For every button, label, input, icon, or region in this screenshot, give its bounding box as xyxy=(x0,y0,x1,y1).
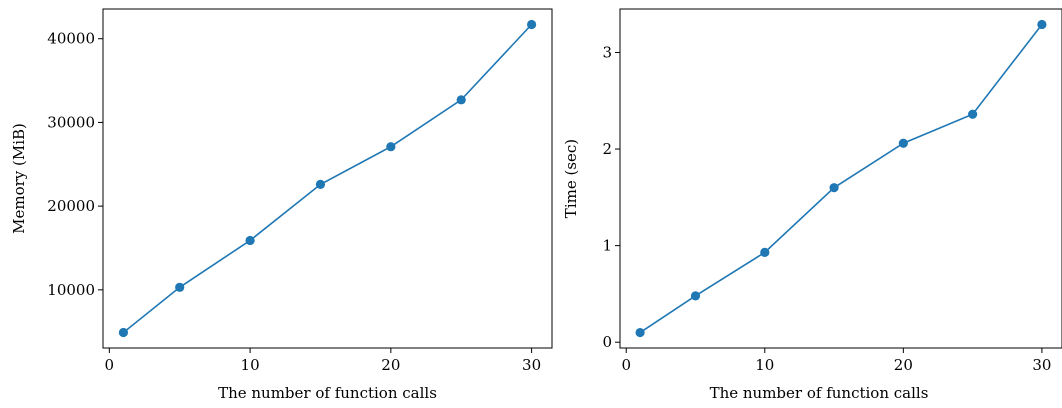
memory-data-point xyxy=(315,179,326,189)
time-chart: 0 10 20 30 0 1 2 3 The number of function calls T… xyxy=(562,8,1062,402)
time-xtick-label: 20 xyxy=(894,356,913,374)
memory-x-axis-label: The number of function calls xyxy=(218,384,437,402)
memory-data-point xyxy=(456,95,466,105)
memory-chart: 0 10 20 30 10000 20000 30000 40000 The number of… xyxy=(10,8,553,402)
memory-xtick-label: 0 xyxy=(105,356,115,374)
memory-data-point xyxy=(245,235,255,246)
memory-data-point xyxy=(526,19,537,30)
time-data-point xyxy=(760,247,770,257)
time-ytick-label: 3 xyxy=(602,43,612,61)
memory-data-point xyxy=(386,142,396,152)
time-data-point xyxy=(898,138,908,148)
memory-xtick-label: 30 xyxy=(522,356,541,374)
time-series-line xyxy=(639,23,1043,334)
time-plot-frame xyxy=(619,8,1062,349)
time-data-point xyxy=(635,327,645,338)
time-data-point xyxy=(690,291,701,301)
time-data-point xyxy=(1037,19,1047,30)
memory-plot-frame xyxy=(102,8,553,349)
time-data-point xyxy=(829,183,839,193)
time-x-axis-label: The number of function calls xyxy=(710,384,929,402)
memory-ytick-label: 20000 xyxy=(47,197,95,215)
time-ytick-label: 0 xyxy=(602,333,612,351)
time-xtick-label: 30 xyxy=(1032,356,1051,374)
memory-ytick-label: 10000 xyxy=(47,281,95,299)
memory-data-point xyxy=(175,282,185,292)
time-data-point xyxy=(968,109,978,119)
memory-y-axis-label: Memory (MiB) xyxy=(10,123,28,234)
time-xtick-label: 0 xyxy=(621,356,631,374)
memory-xtick-label: 10 xyxy=(241,356,260,374)
time-xtick-label: 10 xyxy=(755,356,774,374)
memory-series-line xyxy=(122,23,533,334)
time-ytick-label: 1 xyxy=(602,237,612,255)
time-ytick-label: 2 xyxy=(602,140,612,158)
time-y-axis-label: Time (sec) xyxy=(562,139,580,218)
memory-ytick-label: 30000 xyxy=(47,113,95,131)
memory-ytick-label: 40000 xyxy=(47,30,95,48)
memory-data-point xyxy=(118,327,129,338)
memory-xtick-label: 20 xyxy=(381,356,400,374)
